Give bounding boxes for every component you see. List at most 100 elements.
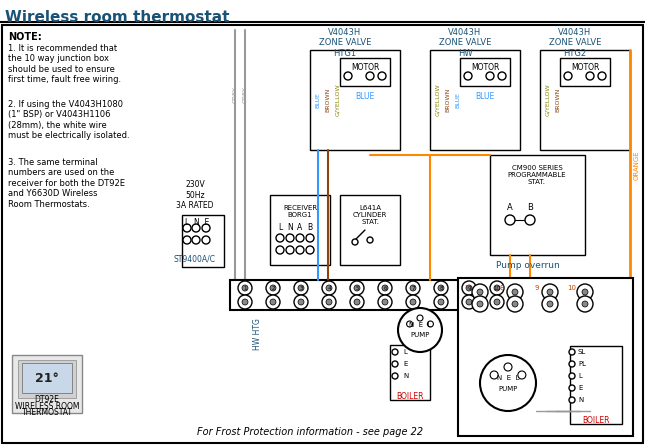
Circle shape [266,295,280,309]
Text: PUMP: PUMP [499,386,518,392]
Circle shape [202,224,210,232]
Text: L: L [403,349,407,355]
Text: 10: 10 [493,286,501,291]
Circle shape [542,284,558,300]
Text: A: A [297,224,303,232]
Circle shape [306,246,314,254]
Bar [560,58,610,86]
Circle shape [598,72,606,80]
Circle shape [354,299,360,305]
Bar [430,50,520,150]
Circle shape [296,246,304,254]
Circle shape [582,289,588,295]
Text: L: L [578,373,582,379]
Bar [340,58,390,86]
Circle shape [298,285,304,291]
Circle shape [398,308,442,352]
Circle shape [378,72,386,80]
Circle shape [586,72,594,80]
Text: G/YELLOW: G/YELLOW [435,84,441,116]
Text: Pump overrun: Pump overrun [496,261,560,270]
Text: HW HTG: HW HTG [253,318,263,350]
Circle shape [286,234,294,242]
Circle shape [480,355,536,411]
Circle shape [505,215,515,225]
Text: 1. It is recommended that
the 10 way junction box
should be used to ensure
first: 1. It is recommended that the 10 way jun… [8,44,121,84]
Bar [310,50,400,150]
Text: N  E  L: N E L [409,322,432,328]
Bar [230,280,530,310]
Circle shape [464,72,472,80]
Circle shape [350,295,364,309]
Circle shape [438,299,444,305]
Circle shape [434,281,448,295]
Circle shape [238,295,252,309]
Bar [490,155,585,255]
Text: 21°: 21° [35,371,59,384]
Circle shape [366,72,374,80]
Text: BLUE: BLUE [455,92,461,108]
Circle shape [406,321,413,327]
Circle shape [382,299,388,305]
Text: G/YELLOW: G/YELLOW [335,84,341,116]
Text: Wireless room thermostat: Wireless room thermostat [5,10,230,25]
Circle shape [472,284,488,300]
Circle shape [326,285,332,291]
Text: 2: 2 [272,286,275,291]
Bar [22,363,72,393]
Text: ORANGE: ORANGE [634,150,640,180]
Circle shape [378,281,392,295]
Text: 3: 3 [299,286,303,291]
Text: BLUE: BLUE [315,92,321,108]
Circle shape [306,234,314,242]
Circle shape [242,299,248,305]
Circle shape [547,289,553,295]
Circle shape [392,349,398,355]
Bar [12,355,82,413]
Text: BOILER: BOILER [396,392,424,401]
Text: WIRELESS ROOM: WIRELESS ROOM [15,402,79,411]
Circle shape [434,295,448,309]
Circle shape [477,289,483,295]
Circle shape [569,397,575,403]
Text: BROWN: BROWN [555,88,561,112]
Text: DT92E: DT92E [35,395,59,404]
Text: THERMOSTAT: THERMOSTAT [21,408,72,417]
Text: BOILER: BOILER [582,416,610,425]
Circle shape [350,281,364,295]
Circle shape [192,236,200,244]
Circle shape [466,299,472,305]
Circle shape [542,296,558,312]
Circle shape [294,295,308,309]
Text: 10: 10 [568,285,577,291]
Circle shape [518,371,526,379]
Circle shape [504,363,512,371]
Circle shape [498,72,506,80]
Circle shape [410,285,416,291]
Circle shape [183,236,191,244]
Circle shape [512,301,518,307]
Text: BROWN: BROWN [446,88,450,112]
Text: 8: 8 [439,286,442,291]
Text: 5: 5 [355,286,359,291]
Text: MOTOR: MOTOR [571,63,599,72]
Circle shape [406,295,420,309]
Bar [18,360,76,398]
Circle shape [326,299,332,305]
Text: ST9400A/C: ST9400A/C [174,255,216,264]
Circle shape [569,373,575,379]
Text: 7: 7 [465,285,470,291]
Circle shape [507,296,523,312]
Circle shape [392,361,398,367]
Bar [270,195,330,265]
Text: 4: 4 [327,286,331,291]
Circle shape [512,289,518,295]
Circle shape [547,301,553,307]
Circle shape [417,315,423,321]
Bar [390,345,430,400]
Circle shape [494,285,500,291]
Circle shape [507,284,523,300]
Circle shape [494,299,500,305]
Text: 1: 1 [243,286,247,291]
Circle shape [486,72,494,80]
